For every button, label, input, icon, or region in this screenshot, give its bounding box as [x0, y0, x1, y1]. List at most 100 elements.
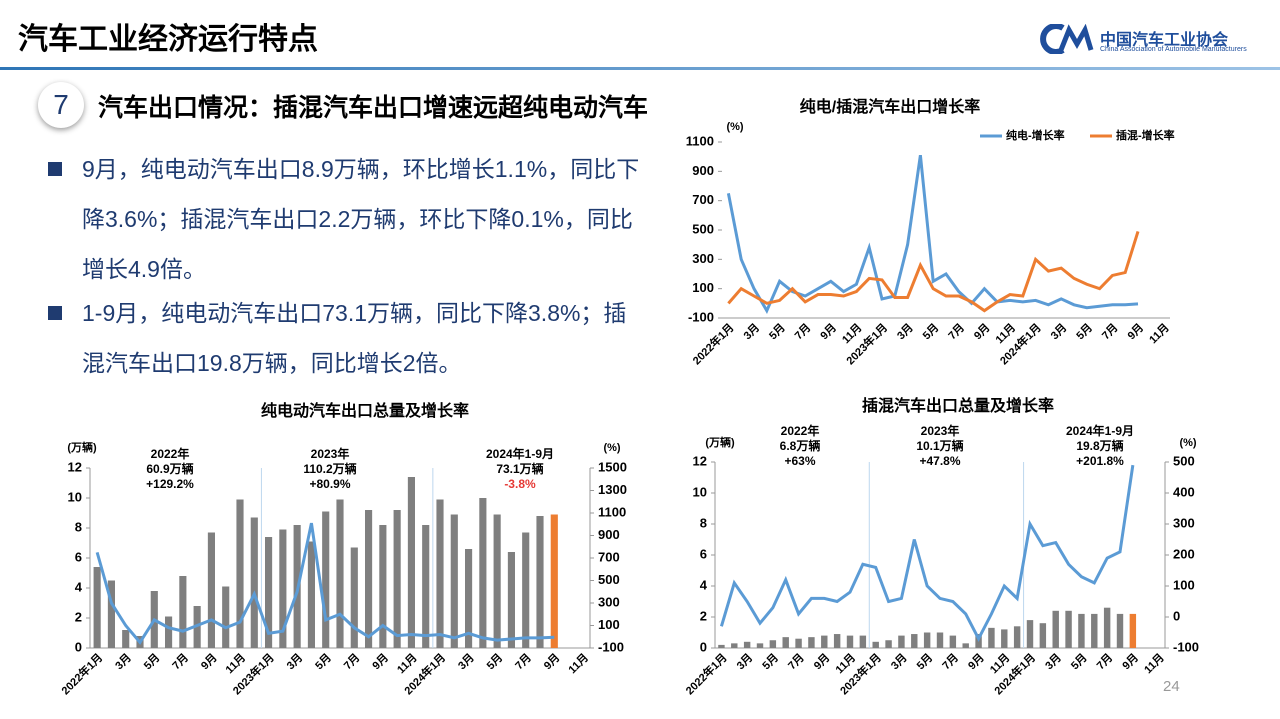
annotation: +80.9%	[309, 477, 350, 491]
x-tick-label: 11月	[394, 651, 419, 676]
x-tick-label: 9月	[971, 321, 992, 342]
y-axis-unit: (%)	[726, 121, 743, 133]
x-tick-label: 9月	[1125, 321, 1146, 342]
bar	[1052, 610, 1059, 648]
bar	[808, 637, 815, 648]
legend-label: 插混-增长率	[1116, 128, 1175, 142]
x-tick-label: 3月	[284, 651, 305, 672]
x-tick-label: 5月	[141, 651, 162, 672]
bar	[1001, 629, 1008, 648]
x-tick-label: 2022年1月	[58, 650, 105, 697]
bar	[550, 514, 558, 648]
y-tick-label: 8	[700, 515, 707, 530]
bar	[872, 641, 879, 648]
slide-title: 汽车工业经济运行特点	[18, 23, 318, 56]
y2-tick-label: -100	[598, 639, 624, 654]
bar	[507, 552, 515, 648]
bar	[236, 499, 244, 648]
x-tick-label: 3月	[894, 321, 915, 342]
x-tick-label: 3月	[888, 651, 909, 672]
y2-tick-label: 1500	[598, 459, 627, 474]
bar	[1129, 613, 1137, 648]
y-tick-label: 12	[693, 453, 707, 468]
x-tick-label: 11月	[566, 651, 591, 676]
y-tick-label: 2	[75, 609, 82, 624]
y-tick-label: 12	[68, 459, 82, 474]
chart-title: 纯电/插混汽车出口增长率	[800, 97, 980, 116]
bar	[923, 632, 931, 648]
y2-tick-label: 1300	[598, 482, 627, 497]
bar	[859, 635, 867, 648]
x-tick-label: 9月	[541, 651, 562, 672]
y-tick-label: 700	[692, 192, 714, 207]
y2-tick-label: 500	[1173, 453, 1195, 468]
bar	[949, 635, 957, 648]
bar	[450, 514, 458, 648]
y-tick-label: 500	[692, 221, 714, 236]
y2-tick-label: 200	[1173, 546, 1195, 561]
x-tick-label: 3月	[113, 651, 134, 672]
x-tick-label: 7月	[1099, 321, 1120, 342]
y-tick-label: 8	[75, 519, 82, 534]
bar	[756, 643, 764, 648]
x-tick-label: 7月	[1094, 651, 1115, 672]
page-number: 24	[1163, 678, 1180, 695]
x-tick-label: 2022年1月	[683, 650, 730, 697]
y2-tick-label: 100	[1173, 577, 1195, 592]
bar	[279, 529, 287, 648]
bar	[207, 532, 215, 648]
bar	[493, 514, 501, 648]
y-tick-label: 10	[693, 484, 707, 499]
y-tick-label: 4	[700, 577, 708, 592]
annotation: 10.1万辆	[916, 438, 963, 453]
annotation: 2024年1-9月	[1066, 423, 1134, 438]
bar	[379, 525, 387, 648]
line	[95, 522, 555, 645]
x-tick-label: 11月	[1142, 651, 1167, 676]
chart-title: 插混汽车出口总量及增长率	[862, 396, 1054, 415]
bar	[833, 634, 841, 648]
annotation: 60.9万辆	[146, 461, 193, 476]
x-tick-label: 9月	[811, 651, 832, 672]
annotation: 6.8万辆	[780, 438, 821, 453]
x-tick-label: 9月	[1120, 651, 1141, 672]
y2-axis-unit: (%)	[603, 442, 620, 454]
x-tick-label: 11月	[1147, 321, 1172, 346]
x-tick-label: 9月	[198, 651, 219, 672]
y-tick-label: -100	[688, 309, 714, 324]
bar	[898, 635, 905, 648]
bar	[988, 627, 995, 648]
y2-tick-label: 100	[598, 617, 620, 632]
annotation: +47.8%	[919, 454, 960, 468]
y2-tick-label: 0	[1173, 608, 1180, 623]
x-tick-label: 5月	[484, 651, 505, 672]
bar	[479, 498, 487, 648]
header-rule	[0, 67, 1280, 70]
bar	[731, 643, 738, 648]
x-tick-label: 5月	[760, 651, 781, 672]
bar	[436, 499, 444, 648]
y-tick-label: 300	[692, 251, 714, 266]
x-tick-label: 7月	[513, 651, 534, 672]
y-axis-unit: (万辆)	[67, 440, 97, 454]
section-badge: 7	[38, 82, 84, 128]
y-tick-label: 1100	[686, 133, 714, 148]
bar	[165, 616, 173, 648]
bar	[936, 632, 944, 648]
bar	[1065, 610, 1072, 648]
bar	[769, 640, 777, 648]
logo-name: 中国汽车工业协会	[1100, 32, 1229, 49]
x-tick-label: 5月	[1068, 651, 1089, 672]
x-tick-label: 5月	[914, 651, 935, 672]
x-tick-label: 3月	[455, 651, 476, 672]
bar	[1026, 620, 1034, 648]
bar	[107, 580, 115, 648]
y-tick-label: 900	[692, 163, 714, 178]
bar	[885, 640, 892, 648]
x-tick-label: 7月	[940, 651, 961, 672]
bar	[1078, 613, 1085, 648]
x-tick-label: 9月	[370, 651, 391, 672]
y-tick-label: 4	[75, 579, 83, 594]
y2-tick-label: 300	[1173, 515, 1195, 530]
